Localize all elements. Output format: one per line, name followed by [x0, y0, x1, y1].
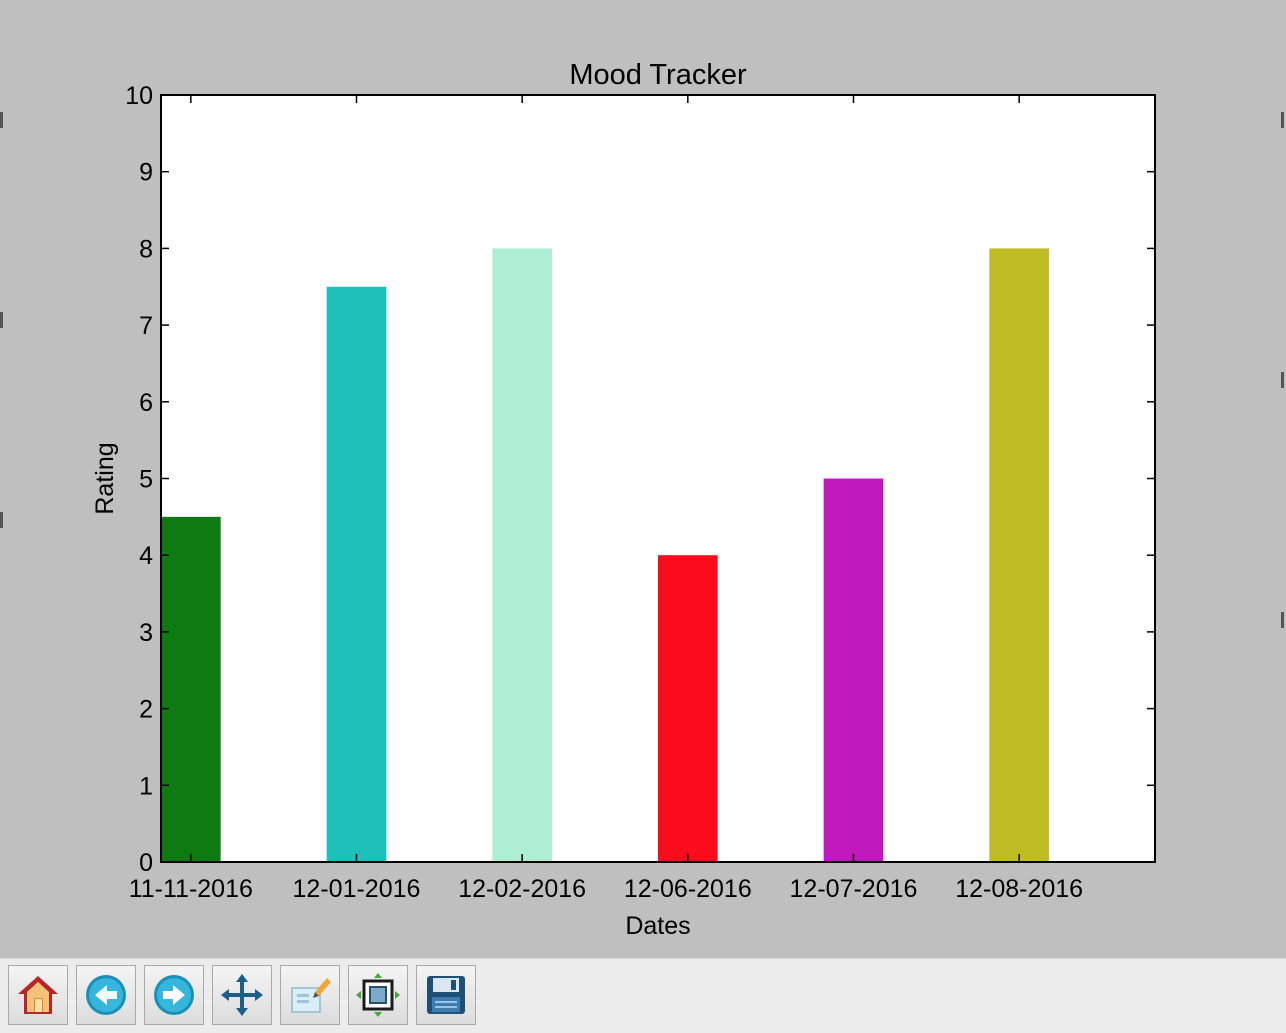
x-tick-label: 12-01-2016: [293, 875, 421, 903]
window-edge-mark-left-2: [0, 312, 3, 328]
navigation-toolbar: [0, 958, 1286, 1033]
y-tick-label: 8: [139, 235, 153, 263]
floppy-disk-icon: [427, 976, 465, 1014]
zoom-button[interactable]: [280, 965, 340, 1025]
figure-canvas: 0 1 2 3 4 5 6 7 8 9 10 11-11-2016 12-01-2016 12-02-20…: [0, 59, 1284, 940]
pan-button[interactable]: [212, 965, 272, 1025]
y-axis-label: Rating: [91, 442, 119, 514]
y-tick-label: 10: [125, 82, 153, 110]
y-tick-label: 4: [139, 542, 153, 570]
y-tick-label: 7: [139, 312, 153, 340]
y-tick-label: 2: [139, 696, 153, 724]
bar-12-02-2016: [492, 248, 552, 862]
bar-11-11-2016: [161, 516, 221, 862]
zoom-rect-icon: [291, 978, 331, 1013]
chart: 0 1 2 3 4 5 6 7 8 9 10 11-11-2016 12-01-2016 12-02-20…: [91, 59, 1156, 940]
move-arrows-icon: [221, 974, 263, 1016]
y-tick-label: 3: [139, 619, 153, 647]
window-edge-mark-right-3: [1281, 612, 1284, 628]
x-tick-label: 12-07-2016: [790, 875, 918, 903]
x-tick-label: 11-11-2016: [129, 875, 253, 903]
forward-button[interactable]: [144, 965, 204, 1025]
window-edge-mark-right-2: [1281, 372, 1284, 388]
back-button[interactable]: [76, 965, 136, 1025]
x-tick-label: 12-08-2016: [955, 875, 1083, 903]
window-edge-mark-right-1: [1281, 112, 1284, 128]
y-tick-label: 9: [139, 159, 153, 187]
save-button[interactable]: [416, 965, 476, 1025]
bar-12-07-2016: [823, 478, 884, 862]
subplots-button[interactable]: [348, 965, 408, 1025]
x-tick-label: 12-02-2016: [458, 875, 586, 903]
forward-arrow-icon: [154, 975, 194, 1015]
chart-title: Mood Tracker: [569, 59, 747, 91]
y-tick-label: 1: [139, 772, 153, 800]
x-axis-label: Dates: [625, 912, 690, 940]
x-tick-label: 12-06-2016: [624, 875, 752, 903]
y-tick-label: 6: [139, 389, 153, 417]
y-tick-label: 0: [139, 849, 153, 877]
y-tick-label: 5: [139, 466, 153, 494]
back-arrow-icon: [86, 975, 126, 1015]
subplots-config-icon: [356, 973, 400, 1017]
home-button[interactable]: [8, 965, 68, 1025]
bar-12-01-2016: [326, 286, 387, 862]
window-edge-mark-left-3: [0, 512, 3, 528]
home-icon: [18, 976, 58, 1014]
window-edge-mark-left-1: [0, 112, 3, 128]
bar-12-08-2016: [989, 248, 1049, 862]
bar-12-06-2016: [658, 555, 718, 862]
